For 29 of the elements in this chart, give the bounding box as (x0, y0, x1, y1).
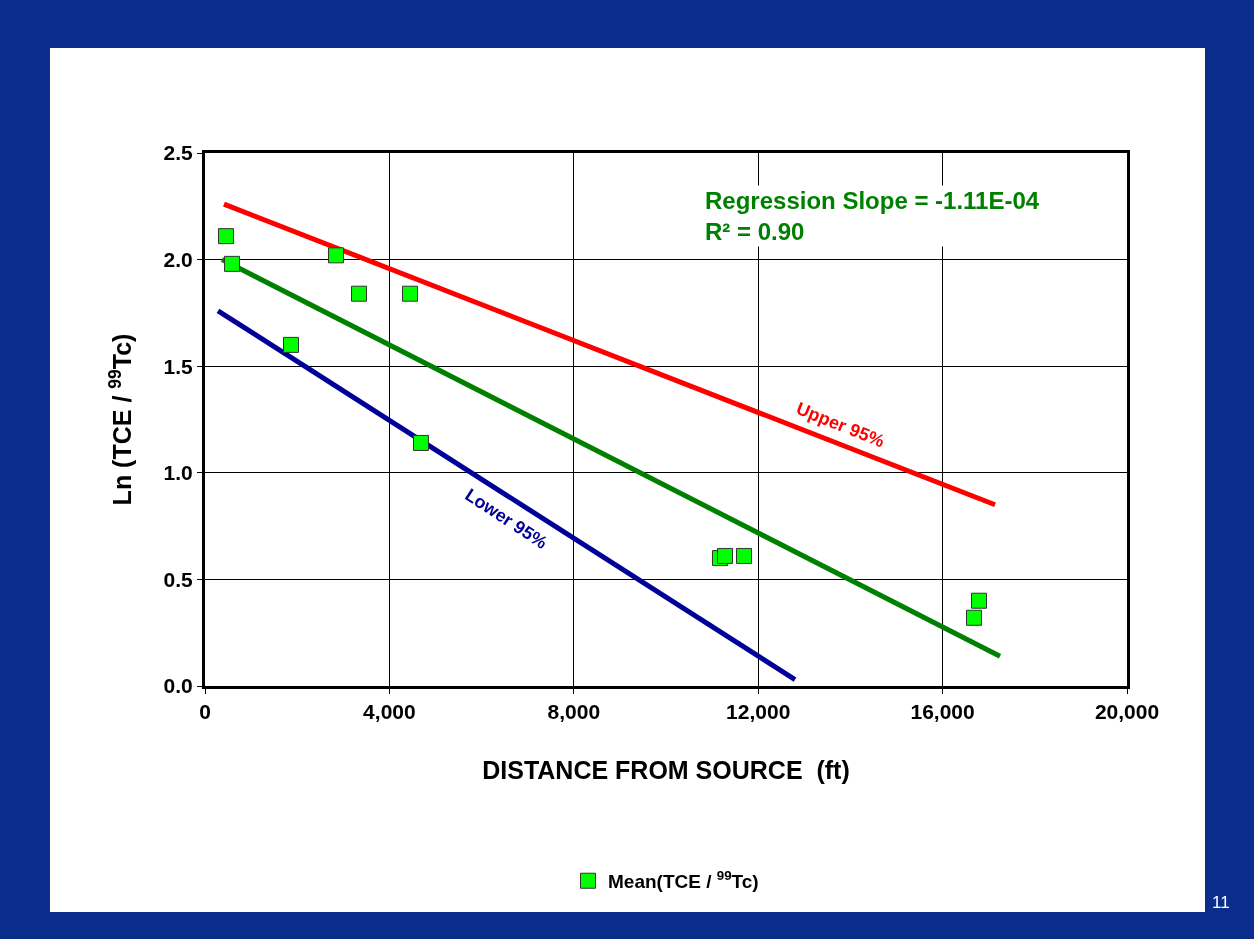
y-tick-label: 0.0 (163, 674, 193, 698)
annotation: Regression Slope = -1.11E-04 (705, 187, 1040, 214)
y-tick-label: 0.5 (163, 567, 194, 591)
point (217, 228, 234, 245)
x-tick-label: 12,000 (726, 700, 791, 724)
point (402, 285, 419, 302)
annotation: R² = 0.90 (705, 218, 805, 246)
y-tick-label: 2.0 (163, 247, 193, 271)
point (351, 285, 368, 302)
point (736, 547, 752, 564)
point (412, 434, 429, 451)
x-tick-label: 8,000 (547, 700, 601, 724)
point (971, 592, 988, 609)
y-tick-label: 1.5 (163, 354, 194, 378)
y-tick-label: 1.0 (163, 461, 193, 485)
point (328, 247, 345, 264)
x-axis-title: DISTANCE FROM SOURCE (ft) (482, 756, 850, 785)
text: 11 (1212, 893, 1230, 913)
x-tick-label: 16,000 (910, 700, 975, 724)
legend-label: Mean(TCE / $^{99}$Tc) (608, 868, 759, 893)
y-tick-label: 2.5 (163, 141, 194, 165)
x-tick-label: 0 (199, 700, 211, 724)
x-tick-label: 4,000 (363, 700, 416, 724)
x-tick-label: 20,000 (1094, 700, 1160, 724)
text: Upper 95% (793, 398, 888, 452)
point (717, 547, 734, 564)
point (283, 336, 300, 353)
point (965, 609, 982, 626)
point (224, 255, 241, 272)
